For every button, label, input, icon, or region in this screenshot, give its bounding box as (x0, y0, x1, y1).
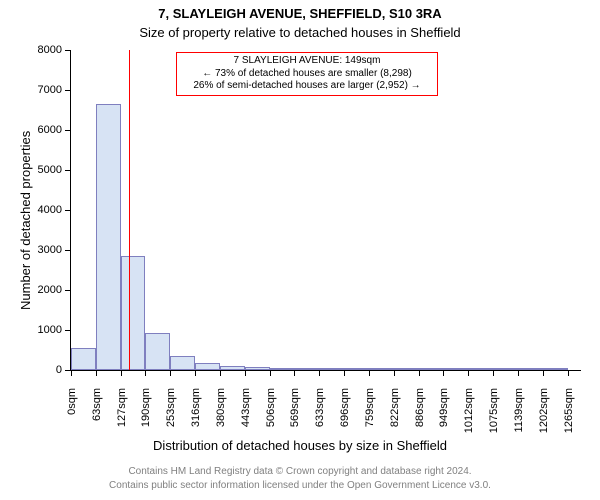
histogram-bar (443, 368, 468, 370)
y-tick-label: 3000 (22, 244, 62, 256)
histogram-bar (170, 356, 195, 370)
x-tick (468, 370, 469, 376)
x-tick-label: 1139sqm (513, 388, 525, 438)
histogram-bar (543, 368, 568, 370)
x-tick-label: 443sqm (240, 388, 252, 438)
x-tick-label: 316sqm (190, 388, 202, 438)
x-tick-label: 633sqm (314, 388, 326, 438)
x-tick-label: 822sqm (389, 388, 401, 438)
y-tick-label: 1000 (22, 324, 62, 336)
y-tick-label: 7000 (22, 84, 62, 96)
x-tick (344, 370, 345, 376)
x-tick (121, 370, 122, 376)
footer-line-2: Contains public sector information licen… (0, 480, 600, 491)
x-tick-label: 0sqm (66, 388, 78, 438)
histogram-bar (369, 368, 394, 370)
y-tick (65, 250, 71, 251)
histogram-bar (319, 368, 344, 370)
x-tick (568, 370, 569, 376)
y-tick-label: 6000 (22, 124, 62, 136)
x-tick (220, 370, 221, 376)
histogram-bar (419, 368, 444, 370)
x-tick-label: 190sqm (140, 388, 152, 438)
x-tick (394, 370, 395, 376)
annotation-line: 7 SLAYLEIGH AVENUE: 149sqm (183, 55, 431, 68)
x-tick-label: 1075sqm (488, 388, 500, 438)
x-tick-label: 1202sqm (538, 388, 550, 438)
x-tick-label: 886sqm (414, 388, 426, 438)
x-axis-label: Distribution of detached houses by size … (0, 438, 600, 453)
annotation-line: ← 73% of detached houses are smaller (8,… (183, 68, 431, 81)
x-tick (419, 370, 420, 376)
y-tick-label: 2000 (22, 284, 62, 296)
x-tick-label: 63sqm (91, 388, 103, 438)
x-tick (170, 370, 171, 376)
y-tick-label: 4000 (22, 204, 62, 216)
x-tick (369, 370, 370, 376)
property-marker-line (129, 50, 130, 370)
y-tick (65, 330, 71, 331)
x-tick (543, 370, 544, 376)
x-tick (270, 370, 271, 376)
x-tick (96, 370, 97, 376)
x-tick-label: 696sqm (339, 388, 351, 438)
x-tick-label: 759sqm (364, 388, 376, 438)
histogram-bar (270, 368, 295, 370)
x-tick-label: 569sqm (289, 388, 301, 438)
y-tick (65, 290, 71, 291)
y-tick (65, 90, 71, 91)
annotation-line: 26% of semi-detached houses are larger (… (183, 80, 431, 93)
histogram-bar (245, 367, 270, 370)
y-tick (65, 170, 71, 171)
y-tick (65, 130, 71, 131)
histogram-bar (493, 368, 518, 370)
x-tick (493, 370, 494, 376)
x-tick-label: 949sqm (438, 388, 450, 438)
histogram-bar (518, 368, 543, 370)
histogram-plot: 7 SLAYLEIGH AVENUE: 149sqm← 73% of detac… (70, 50, 581, 371)
x-tick (518, 370, 519, 376)
histogram-bar (344, 368, 369, 370)
x-tick-label: 127sqm (116, 388, 128, 438)
histogram-bar (220, 366, 245, 370)
footer-line-1: Contains HM Land Registry data © Crown c… (0, 466, 600, 477)
x-tick (195, 370, 196, 376)
x-tick (71, 370, 72, 376)
chart-subtitle: Size of property relative to detached ho… (0, 25, 600, 40)
x-tick-label: 253sqm (165, 388, 177, 438)
x-tick-label: 1012sqm (463, 388, 475, 438)
y-tick (65, 50, 71, 51)
histogram-bar (468, 368, 493, 370)
x-tick (245, 370, 246, 376)
histogram-bar (96, 104, 121, 370)
histogram-bar (294, 368, 319, 370)
y-tick-label: 8000 (22, 44, 62, 56)
x-tick (145, 370, 146, 376)
property-annotation: 7 SLAYLEIGH AVENUE: 149sqm← 73% of detac… (176, 52, 438, 96)
y-tick (65, 210, 71, 211)
histogram-bar (71, 348, 96, 370)
x-tick (294, 370, 295, 376)
histogram-bar (145, 333, 170, 370)
x-tick-label: 1265sqm (563, 388, 575, 438)
x-tick (443, 370, 444, 376)
chart-title: 7, SLAYLEIGH AVENUE, SHEFFIELD, S10 3RA (0, 6, 600, 21)
y-tick-label: 5000 (22, 164, 62, 176)
histogram-bar (394, 368, 419, 370)
x-tick-label: 506sqm (265, 388, 277, 438)
histogram-bar (195, 363, 220, 370)
histogram-bar (121, 256, 146, 370)
x-tick (319, 370, 320, 376)
x-tick-label: 380sqm (215, 388, 227, 438)
y-tick-label: 0 (22, 364, 62, 376)
